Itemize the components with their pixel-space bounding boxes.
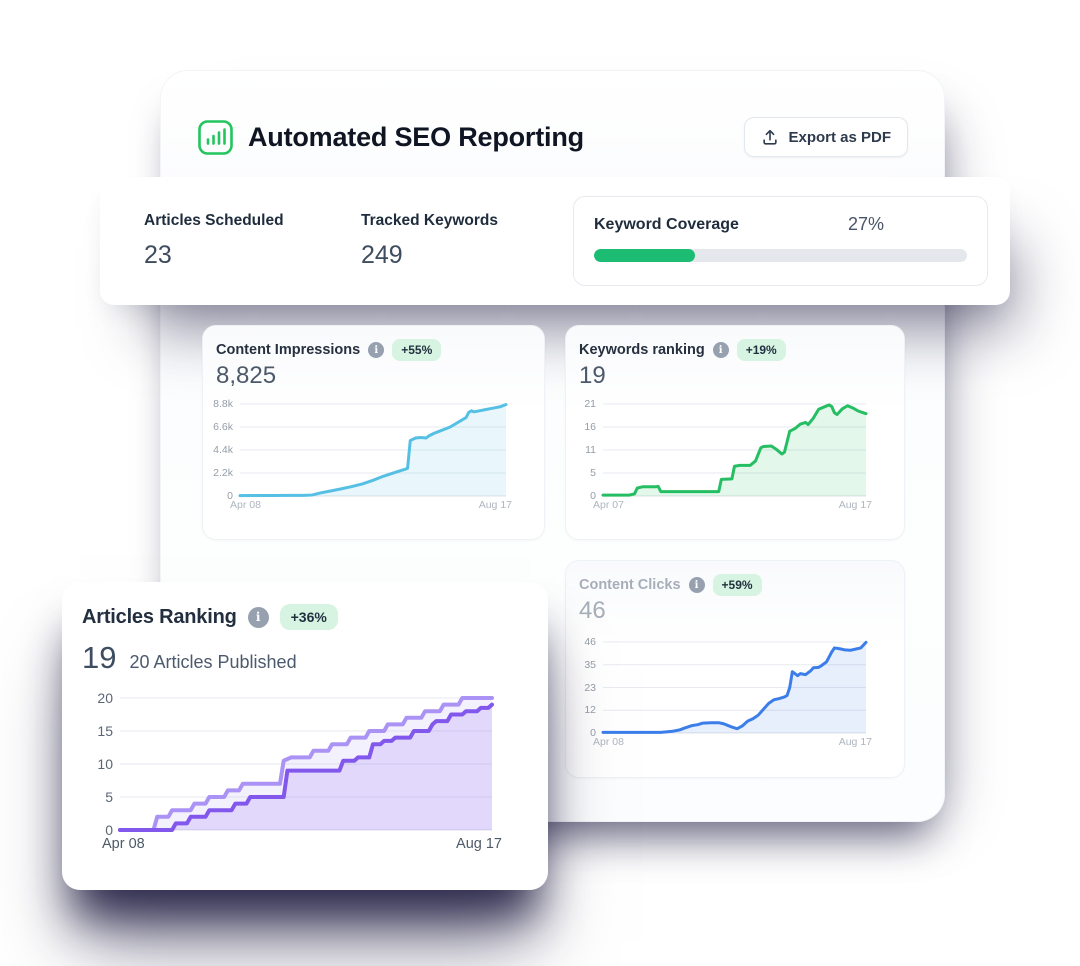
stat-articles-scheduled: Articles Scheduled 23	[144, 212, 361, 270]
card-value: 8,825	[216, 362, 277, 389]
keyword-coverage-label: Keyword Coverage	[594, 215, 739, 233]
keyword-coverage-value: 27%	[847, 214, 884, 234]
info-icon[interactable]: i	[688, 577, 705, 593]
card-value: 19	[579, 362, 606, 389]
card-value: 46	[579, 597, 606, 624]
info-icon[interactable]: i	[368, 342, 385, 358]
keywords-chart: 21 16 11 5 0 Apr 07 Aug 17	[584, 398, 872, 511]
upload-icon	[761, 128, 779, 146]
stats-bar: Articles Scheduled 23 Tracked Keywords 2…	[100, 177, 1010, 305]
stat-value: 249	[361, 241, 403, 269]
stat-label: Tracked Keywords	[361, 212, 498, 229]
clicks-chart: 46 35 23 12 0 Apr 08 Aug 17	[584, 636, 872, 748]
articles-chart: 20 15 10 5 0 Apr 08 Aug 17	[97, 690, 502, 852]
trend-badge: +36%	[279, 604, 338, 630]
content-impressions-card: Content Impressions i +55% 8,825 8.8k 6.6…	[202, 325, 545, 540]
card-title: Articles Ranking	[82, 605, 237, 628]
page-title: Automated SEO Reporting	[248, 121, 584, 152]
keyword-coverage-box: Keyword Coverage 27%	[573, 196, 988, 286]
export-pdf-button[interactable]: Export as PDF	[744, 117, 908, 157]
stat-tracked-keywords: Tracked Keywords 249	[361, 212, 578, 270]
card-subtitle: 20 Articles Published	[129, 652, 297, 672]
articles-ranking-card: Articles Ranking i +36% 19 20 Articles P…	[62, 582, 548, 890]
stat-value: 23	[144, 241, 172, 269]
impressions-chart: 8.8k 6.6k 4.4k 2.2k 0 Apr 08 Aug 17	[213, 398, 512, 511]
card-value: 19	[82, 640, 117, 675]
trend-badge: +55%	[392, 339, 442, 361]
stat-label: Articles Scheduled	[144, 212, 284, 229]
keyword-coverage-progress-track	[594, 249, 967, 262]
card-title: Keywords ranking	[579, 342, 705, 358]
bar-chart-icon	[197, 119, 234, 156]
content-clicks-card: Content Clicks i +59% 46 46 35 23 12 0 Apr 08…	[565, 560, 905, 778]
info-icon[interactable]: i	[247, 606, 269, 628]
export-pdf-label: Export as PDF	[788, 128, 891, 146]
trend-badge: +59%	[712, 574, 762, 596]
trend-badge: +19%	[736, 339, 786, 361]
keywords-ranking-card: Keywords ranking i +19% 19 21 16 11 5 0 Apr 0…	[565, 325, 905, 540]
card-title: Content Impressions	[216, 342, 361, 358]
panel-header: Automated SEO Reporting Export as PDF	[197, 117, 908, 157]
card-title: Content Clicks	[579, 577, 681, 593]
info-icon[interactable]: i	[712, 342, 729, 358]
keyword-coverage-progress-fill	[594, 249, 695, 262]
